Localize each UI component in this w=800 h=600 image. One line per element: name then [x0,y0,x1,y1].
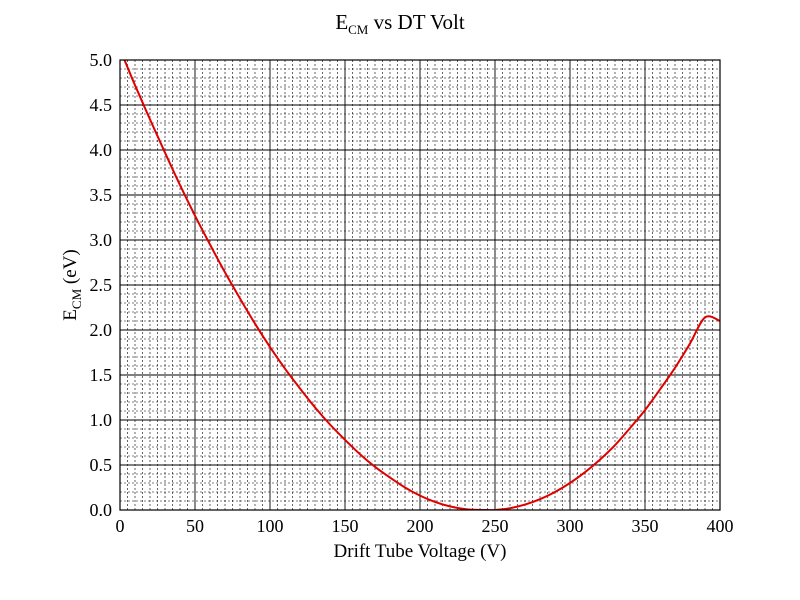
y-tick-label: 0.0 [90,500,113,520]
y-tick-label: 2.5 [90,275,113,295]
x-tick-label: 350 [632,516,659,536]
x-tick-label: 50 [186,516,204,536]
y-tick-label: 1.5 [90,365,113,385]
x-tick-label: 300 [557,516,584,536]
chart-title-main: E [335,10,348,34]
y-tick-label: 5.0 [90,50,113,70]
y-axis-title-rest: (eV) [60,249,81,289]
y-axis-title-main: E [60,309,81,321]
y-tick-label: 4.0 [90,140,113,160]
x-tick-label: 400 [707,516,734,536]
series-layer [123,60,720,510]
x-tick-label: 250 [482,516,509,536]
grid [119,59,721,511]
chart-title-rest: vs DT Volt [368,10,464,34]
x-tick-label: 200 [407,516,434,536]
x-axis-ticks: 0 50 100 150 200 250 300 350 400 [116,516,734,536]
y-tick-label: 3.0 [90,230,113,250]
chart-title-subscript: CM [348,22,369,37]
y-tick-label: 1.0 [90,410,113,430]
y-tick-label: 2.0 [90,320,113,340]
x-axis-title: Drift Tube Voltage (V) [334,541,507,562]
y-tick-label: 0.5 [90,455,113,475]
x-tick-label: 100 [257,516,284,536]
x-tick-label: 0 [116,516,125,536]
plot-area-frame [119,59,721,511]
y-tick-label: 3.5 [90,185,113,205]
y-axis-title-subscript: CM [69,288,84,309]
x-tick-label: 150 [332,516,359,536]
series-line-0 [123,60,720,510]
y-axis-ticks: 0.0 0.5 1.0 1.5 2.0 2.5 3.0 3.5 4.0 4.5 5.0 [90,50,113,520]
y-tick-label: 4.5 [90,95,113,115]
y-axis-title: ECM (eV) [60,249,84,320]
chart-title: ECM vs DT Volt [335,10,465,37]
